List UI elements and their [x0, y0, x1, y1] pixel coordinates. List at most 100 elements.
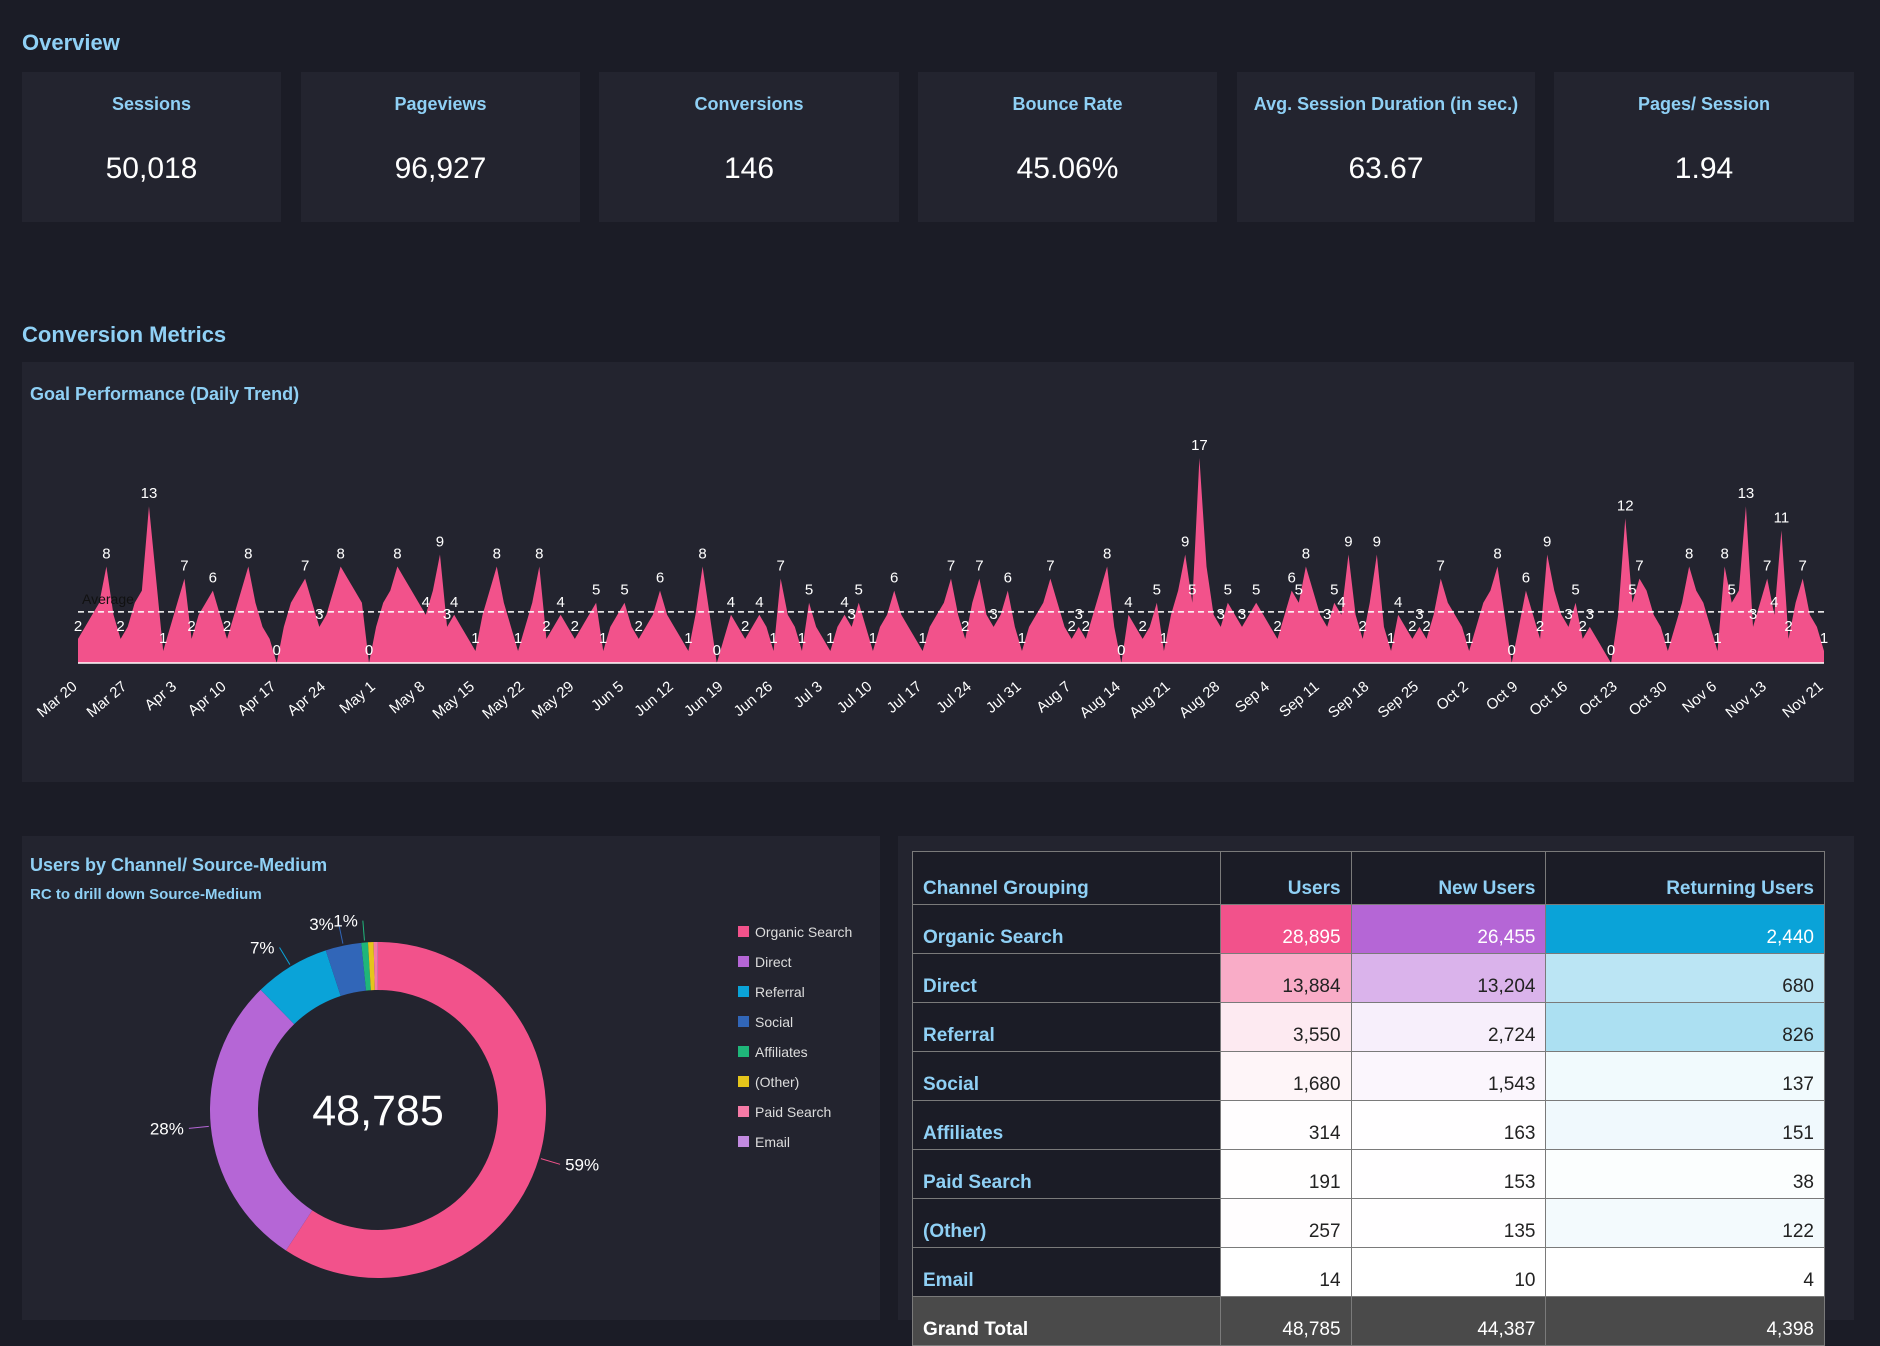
- cell: 13,884: [1221, 954, 1352, 1003]
- legend-label: Affiliates: [755, 1044, 808, 1060]
- data-label: 8: [698, 546, 706, 563]
- data-label: 4: [1394, 594, 1402, 611]
- data-label: 1: [769, 630, 777, 647]
- data-label: 7: [947, 558, 955, 575]
- data-label: 1: [514, 630, 522, 647]
- data-label: 12: [1617, 497, 1634, 514]
- cell: 680: [1546, 954, 1825, 1003]
- data-label: 8: [493, 546, 501, 563]
- legend-swatch: [738, 1136, 749, 1147]
- data-label: 6: [1522, 570, 1530, 587]
- column-header: Users: [1221, 852, 1352, 905]
- data-label: 7: [776, 558, 784, 575]
- data-label: 1: [826, 630, 834, 647]
- data-label: 0: [1117, 642, 1125, 659]
- x-tick-label: Jun 5: [588, 678, 627, 715]
- cell: 10: [1351, 1248, 1546, 1297]
- data-label: 8: [1720, 546, 1728, 563]
- x-tick-label: Oct 16: [1526, 678, 1571, 719]
- data-label: 1: [599, 630, 607, 647]
- cell: 151: [1546, 1101, 1825, 1150]
- slice-label: 3%: [309, 915, 334, 934]
- cell: 14: [1221, 1248, 1352, 1297]
- data-label: 2: [1422, 618, 1430, 635]
- data-label: 2: [74, 618, 82, 635]
- legend-swatch: [738, 986, 749, 997]
- cell: 191: [1221, 1150, 1352, 1199]
- data-label: 5: [1252, 582, 1260, 599]
- data-label: 1: [1465, 630, 1473, 647]
- data-label: 1: [684, 630, 692, 647]
- slice-label: 7%: [250, 939, 275, 958]
- x-tick-label: Sep 4: [1232, 678, 1273, 716]
- cell: 26,455: [1351, 905, 1546, 954]
- data-label: 4: [727, 594, 735, 611]
- x-tick-label: Jul 24: [933, 678, 975, 717]
- data-label: 7: [1437, 558, 1445, 575]
- data-label: 1: [1160, 630, 1168, 647]
- data-label: 0: [273, 642, 281, 659]
- data-label: 1: [918, 630, 926, 647]
- legend-label: Paid Search: [755, 1104, 831, 1120]
- x-tick-label: Aug 7: [1033, 678, 1074, 716]
- cell: 122: [1546, 1199, 1825, 1248]
- data-label: 2: [116, 618, 124, 635]
- data-label: 6: [209, 570, 217, 587]
- data-label: 9: [436, 533, 444, 550]
- cell: 1,680: [1221, 1052, 1352, 1101]
- legend-label: Social: [755, 1014, 793, 1030]
- data-label: 2: [741, 618, 749, 635]
- cell: 13,204: [1351, 954, 1546, 1003]
- data-label: 2: [1784, 618, 1792, 635]
- data-label: 3: [1323, 606, 1331, 623]
- row-header: Paid Search: [913, 1150, 1221, 1199]
- data-label: 8: [1103, 546, 1111, 563]
- slice-label: 1%: [333, 912, 358, 931]
- legend-swatch: [738, 1046, 749, 1057]
- x-tick-label: Apr 10: [185, 678, 230, 719]
- leader-line: [541, 1159, 560, 1165]
- total-cell: 4,398: [1546, 1297, 1825, 1346]
- leader-line: [280, 948, 290, 965]
- total-cell: 48,785: [1221, 1297, 1352, 1346]
- x-tick-label: Jun 26: [731, 678, 776, 720]
- x-tick-label: Sep 11: [1276, 678, 1323, 721]
- x-tick-label: Aug 14: [1077, 678, 1124, 722]
- legend-swatch: [738, 926, 749, 937]
- data-label: 3: [1217, 606, 1225, 623]
- cell: 3,550: [1221, 1003, 1352, 1052]
- data-label: 4: [1770, 594, 1778, 611]
- data-label: 8: [393, 546, 401, 563]
- legend-swatch: [738, 1106, 749, 1117]
- data-label: 9: [1543, 533, 1551, 550]
- data-label: 7: [1799, 558, 1807, 575]
- data-label: 7: [1635, 558, 1643, 575]
- data-label: 2: [961, 618, 969, 635]
- data-label: 13: [141, 485, 158, 502]
- leader-line: [363, 921, 365, 941]
- data-label: 7: [301, 558, 309, 575]
- data-label: 1: [869, 630, 877, 647]
- row-header: (Other): [913, 1199, 1221, 1248]
- x-tick-label: Oct 2: [1433, 678, 1471, 714]
- data-label: 9: [1181, 533, 1189, 550]
- legend-swatch: [738, 1016, 749, 1027]
- data-label: 5: [1728, 582, 1736, 599]
- data-label: 2: [187, 618, 195, 635]
- data-label: 0: [1607, 642, 1615, 659]
- data-label: 1: [471, 630, 479, 647]
- data-label: 2: [1358, 618, 1366, 635]
- cell: 2,724: [1351, 1003, 1546, 1052]
- x-tick-label: Oct 9: [1483, 678, 1521, 714]
- data-label: 11: [1774, 509, 1790, 526]
- slice-label: 59%: [565, 1155, 599, 1174]
- row-header: Social: [913, 1052, 1221, 1101]
- column-header: Returning Users: [1546, 852, 1825, 905]
